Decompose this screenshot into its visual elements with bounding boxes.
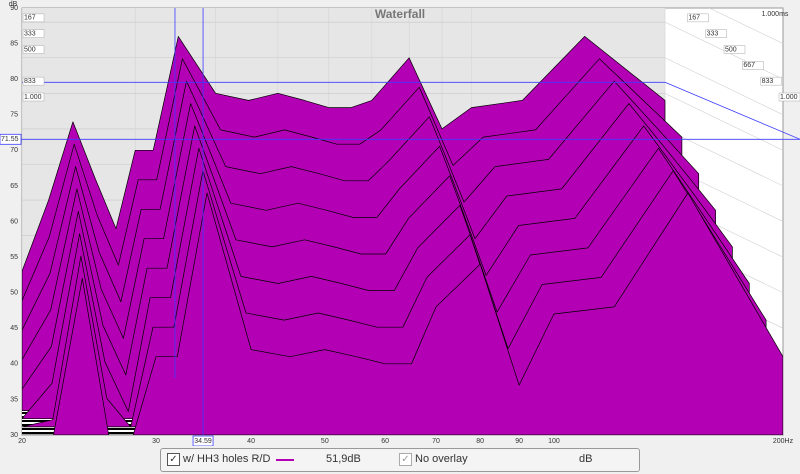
overlay-label: No overlay bbox=[415, 453, 468, 465]
time-tick-label: 333 bbox=[707, 30, 719, 37]
time-tick-label: 1.000 bbox=[24, 94, 42, 101]
time-tick-label-box bbox=[778, 92, 800, 102]
time-axis-label: 1.000ms bbox=[762, 11, 789, 18]
y-axis-label: dB bbox=[9, 1, 18, 8]
x-tick-label: 30 bbox=[152, 438, 160, 445]
time-tick-label: 833 bbox=[24, 78, 36, 85]
cursor-x-label: 34.59 bbox=[194, 438, 212, 445]
x-tick-label: 20 bbox=[18, 438, 26, 445]
y-tick-label: 55 bbox=[10, 254, 18, 261]
grid-line bbox=[664, 128, 783, 187]
y-tick-label: 70 bbox=[10, 147, 18, 154]
y-tick-label: 65 bbox=[10, 183, 18, 190]
grid-line bbox=[664, 57, 783, 116]
x-tick-label: 90 bbox=[515, 438, 523, 445]
chart-title: Waterfall bbox=[375, 7, 425, 21]
time-tick-label-box bbox=[22, 76, 45, 86]
checkbox[interactable]: ✓ bbox=[167, 453, 180, 466]
legend: ✓ w/ HH3 holes R/D 51,9dB ✓ No overlay d… bbox=[160, 448, 640, 472]
checkbox[interactable]: ✓ bbox=[399, 453, 412, 466]
time-tick-label-box bbox=[22, 13, 45, 23]
cursor-label-box bbox=[0, 133, 22, 145]
grid-line bbox=[664, 93, 783, 151]
waterfall-slice bbox=[22, 192, 783, 435]
time-tick-label: 167 bbox=[688, 15, 700, 22]
time-tick-label: 667 bbox=[743, 62, 755, 69]
x-tick-label: 50 bbox=[321, 438, 329, 445]
x-tick-label: 80 bbox=[476, 438, 484, 445]
y-tick-label: 45 bbox=[10, 325, 18, 332]
grid-line bbox=[708, 8, 783, 44]
y-tick-label: 80 bbox=[10, 76, 18, 83]
overlay-unit: dB bbox=[579, 453, 593, 465]
time-tick-label-box bbox=[687, 13, 709, 23]
x-tick-label: 60 bbox=[381, 438, 389, 445]
x-tick-label: 40 bbox=[247, 438, 255, 445]
time-tick-label-box bbox=[705, 29, 727, 38]
time-tick-label: 500 bbox=[725, 46, 737, 53]
time-tick-label: 333 bbox=[24, 30, 36, 37]
time-tick-label: 167 bbox=[24, 15, 36, 22]
y-tick-label: 40 bbox=[10, 361, 18, 368]
legend-entry: w/ HH3 holes R/D bbox=[183, 453, 271, 465]
x-tick-label: 100 bbox=[548, 438, 560, 445]
cursor-label-box bbox=[192, 435, 214, 446]
y-tick-label: 85 bbox=[10, 40, 18, 47]
y-tick-label: 90 bbox=[10, 5, 18, 12]
time-tick-label: 833 bbox=[762, 78, 774, 85]
y-tick-label: 50 bbox=[10, 290, 18, 297]
cursor-y-label: 71.55 bbox=[1, 136, 19, 143]
grid-line bbox=[782, 8, 783, 9]
x-tick-label: 200Hz bbox=[773, 438, 794, 445]
cursor-level: 51,9dB bbox=[326, 453, 361, 465]
time-tick-label-box bbox=[22, 45, 45, 54]
time-tick-label-box bbox=[723, 45, 746, 54]
time-tick-label-box bbox=[22, 29, 45, 38]
x-tick-label: 70 bbox=[432, 438, 440, 445]
legend-swatch bbox=[276, 459, 294, 461]
time-tick-label-box bbox=[760, 76, 782, 86]
time-tick-label-box bbox=[22, 92, 45, 102]
time-tick-label: 500 bbox=[24, 46, 36, 53]
y-tick-label: 35 bbox=[10, 396, 18, 403]
y-tick-label: 30 bbox=[10, 432, 18, 439]
time-tick-label: 1.000 bbox=[780, 94, 798, 101]
y-tick-label: 60 bbox=[10, 218, 18, 225]
cursor-line bbox=[664, 81, 800, 140]
time-tick-label-box bbox=[742, 61, 764, 70]
y-tick-label: 75 bbox=[10, 112, 18, 119]
